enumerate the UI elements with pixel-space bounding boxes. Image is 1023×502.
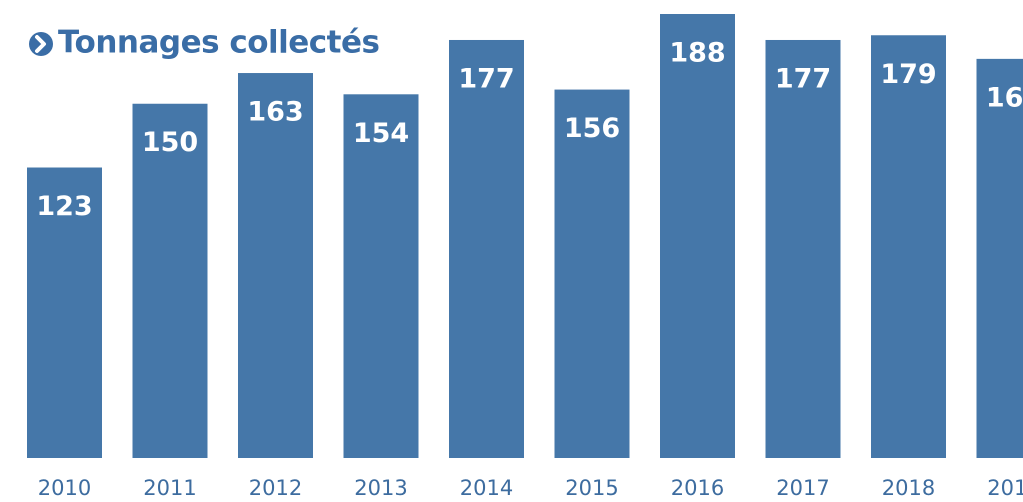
x-tick-label: 2019 (987, 476, 1023, 500)
value-label: 150 (142, 127, 198, 158)
bar (871, 35, 946, 459)
x-tick-label: 2011 (143, 476, 196, 500)
bar (449, 39, 524, 458)
title-icon (29, 32, 53, 56)
bar (343, 94, 419, 458)
value-label: 163 (247, 97, 303, 128)
bar (238, 73, 313, 459)
bar (976, 58, 1023, 458)
bar (132, 103, 208, 458)
value-label: 177 (775, 63, 831, 94)
x-tick-label: 2018 (882, 476, 935, 500)
x-tick-label: 2016 (671, 476, 724, 500)
chart-title: Tonnages collectés (58, 25, 379, 61)
value-label: 123 (36, 191, 92, 222)
x-tick-label: 2010 (38, 476, 91, 500)
value-label: 188 (669, 38, 725, 69)
x-tick-label: 2014 (460, 476, 513, 500)
x-tick-label: 2015 (565, 476, 618, 500)
value-label: 169 (986, 82, 1023, 113)
bar (765, 39, 841, 458)
value-label: 156 (564, 113, 620, 144)
bar (554, 89, 630, 459)
value-label: 154 (353, 118, 409, 149)
x-tick-label: 2013 (354, 476, 407, 500)
value-label: 179 (880, 59, 936, 90)
value-label: 177 (458, 63, 514, 94)
bar (660, 14, 735, 458)
x-tick-label: 2017 (776, 476, 829, 500)
x-tick-label: 2012 (249, 476, 302, 500)
bar (27, 167, 102, 459)
